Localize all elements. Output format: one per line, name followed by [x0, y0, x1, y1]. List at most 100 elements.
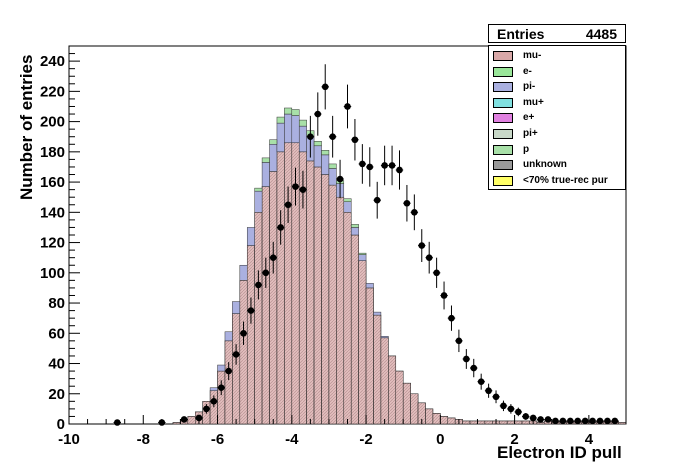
bar-fill-mu- [618, 422, 627, 425]
data-point [381, 162, 388, 169]
legend-swatch [493, 66, 513, 77]
data-point [262, 269, 270, 277]
bar-p [269, 139, 278, 145]
y-tick-label: 20 [48, 386, 65, 403]
bar-fill-mu- [380, 337, 389, 425]
x-axis-title: Electron ID pull [497, 443, 622, 462]
bar-fill-mu- [261, 186, 270, 425]
y-tick-label: 100 [40, 265, 65, 282]
bar-fill-mu- [402, 382, 411, 425]
data-point [195, 414, 203, 422]
bar-pi- [224, 331, 233, 342]
bar-fill-mu- [432, 413, 441, 425]
legend-label: pi- [523, 81, 536, 93]
bar-pi- [232, 301, 241, 314]
y-tick-label: 180 [40, 144, 65, 161]
data-point [307, 133, 314, 141]
bar-fill-mu- [239, 280, 248, 425]
x-tick-label: -8 [137, 431, 150, 448]
stats-value: 4485 [585, 26, 617, 42]
y-tick-label: 220 [40, 83, 65, 100]
stats-label: Entries [497, 26, 545, 42]
data-point [329, 133, 336, 141]
x-tick-label: 4 [585, 431, 594, 448]
bar-p [254, 187, 263, 192]
data-point [217, 384, 225, 392]
bar-fill-mu- [187, 416, 196, 425]
bar-fill-mu- [246, 245, 255, 425]
bar-pi- [298, 125, 307, 153]
data-point [359, 160, 366, 168]
y-tick-label: 80 [48, 295, 65, 312]
legend-label: unknown [523, 159, 567, 171]
data-point [388, 162, 396, 169]
y-tick-label: 200 [40, 114, 65, 131]
legend-swatch [493, 175, 513, 186]
data-point [232, 351, 240, 358]
bar-p [276, 116, 285, 124]
bar-p [328, 163, 337, 169]
data-point [507, 405, 515, 413]
bar-pi- [269, 144, 278, 172]
data-point [470, 364, 478, 372]
bar-p [261, 157, 270, 163]
bar-pi- [343, 201, 352, 213]
bar-pi- [246, 227, 255, 246]
y-tick-label: 140 [40, 204, 65, 221]
bar-pi- [261, 162, 270, 187]
bar-p [321, 150, 330, 156]
data-point [344, 103, 351, 110]
bar-fill-mu- [506, 420, 515, 425]
legend-swatch [493, 113, 513, 124]
legend-swatch [493, 97, 513, 108]
bar-pi- [254, 190, 263, 213]
data-point [425, 254, 433, 261]
legend-label: mu- [523, 50, 542, 61]
bar-p [291, 109, 300, 116]
bar-fill-mu- [313, 166, 322, 425]
y-tick-label: 0 [57, 416, 65, 433]
data-point [247, 307, 255, 314]
data-point [477, 378, 485, 385]
data-point [336, 175, 344, 183]
data-point [611, 417, 619, 425]
bar-fill-mu- [254, 212, 263, 425]
legend-label: mu+ [523, 96, 544, 108]
bar-fill-mu- [321, 174, 330, 425]
y-tick-label: 40 [48, 356, 65, 373]
legend-swatch [493, 129, 513, 139]
x-tick-label: 0 [436, 431, 444, 448]
data-point [240, 329, 247, 337]
data-point [314, 110, 322, 118]
bar-p [350, 224, 359, 228]
bar-pi- [380, 336, 389, 339]
data-point [574, 417, 582, 425]
x-tick-label: -6 [211, 431, 224, 448]
data-point [418, 242, 426, 249]
bar-p [343, 198, 352, 202]
bar-fill-mu- [484, 420, 493, 425]
data-point [589, 417, 596, 425]
data-point [522, 413, 530, 420]
data-point [113, 419, 121, 426]
stats-box: Entries 4485 [488, 24, 626, 43]
data-point [403, 199, 411, 207]
data-point [284, 201, 292, 209]
data-point [255, 281, 262, 289]
bar-p [298, 119, 307, 127]
y-tick-label: 240 [40, 53, 65, 70]
bar-fill-mu- [269, 171, 278, 425]
data-point [180, 416, 188, 423]
bar-p [284, 107, 293, 115]
bar-fill-mu- [447, 417, 456, 425]
legend-label: e- [523, 65, 532, 77]
data-point [455, 337, 463, 345]
bar-fill-mu- [462, 420, 471, 425]
bar-fill-mu- [521, 420, 530, 425]
bar-fill-mu- [217, 370, 226, 425]
bar-fill-mu- [373, 314, 382, 425]
data-point [485, 387, 492, 395]
data-point [492, 393, 500, 401]
bar-fill-mu- [358, 260, 367, 425]
